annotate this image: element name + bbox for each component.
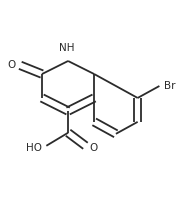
Text: NH: NH (59, 43, 75, 53)
Text: HO: HO (26, 143, 42, 153)
Text: Br: Br (164, 81, 175, 91)
Text: O: O (90, 143, 98, 153)
Text: O: O (8, 60, 16, 70)
